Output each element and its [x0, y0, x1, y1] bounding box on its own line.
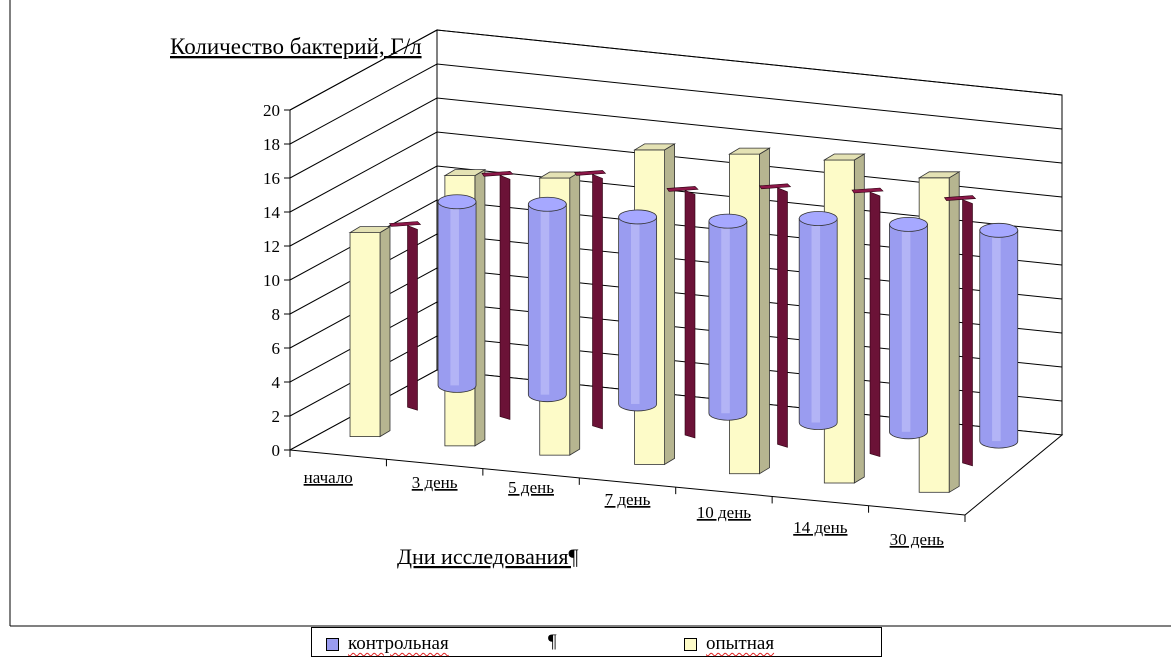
bar-experimental-top: [348, 226, 392, 234]
bar-experimental-side: [664, 143, 675, 466]
y-tick-label: 20: [263, 101, 280, 120]
y-tick-label: 4: [272, 373, 281, 392]
bar-control-highlight: [540, 204, 550, 395]
bar-experimental-side: [379, 225, 391, 438]
bar-experimental: [349, 232, 381, 437]
bar-series2-top: [851, 187, 884, 194]
bar-control: [979, 222, 1019, 449]
bar-experimental-side: [948, 171, 960, 494]
bar-control: [889, 217, 928, 440]
bar-experimental: [918, 177, 950, 493]
bar-control-top: [889, 217, 928, 232]
y-tick-label: 16: [263, 169, 280, 188]
bar-control: [798, 211, 838, 430]
bar-control: [708, 213, 748, 421]
x-tick-label: 3 день: [412, 473, 458, 492]
chart-legend: контрольная ¶ опытная: [311, 627, 882, 657]
chart-title: Количество бактерий, Г/л: [170, 34, 422, 59]
bar-series2: [592, 173, 603, 430]
bar-control: [437, 194, 477, 393]
x-tick-label: 30 день: [890, 530, 945, 549]
legend-item-control: контрольная: [326, 633, 449, 655]
x-tick-label: 5 день: [508, 478, 554, 497]
bar-experimental-side: [569, 171, 581, 456]
legend-pilcrow: ¶: [548, 631, 557, 652]
bar-series2: [962, 199, 973, 467]
x-tick-label: начало: [304, 468, 353, 487]
bar-series2-top: [481, 170, 514, 177]
bar-series2: [869, 191, 881, 458]
bar-series2-top: [666, 186, 699, 192]
bar-experimental-top: [917, 171, 961, 179]
legend-label-experimental: опытная: [706, 633, 775, 654]
bar-experimental-side: [853, 153, 865, 484]
bar-control-highlight: [992, 230, 1001, 442]
y-tick-label: 0: [272, 441, 281, 460]
bar-experimental-side: [759, 147, 770, 475]
gridline: [289, 29, 1063, 111]
gridline: [289, 97, 1063, 179]
legend-label-control: контрольная: [348, 633, 449, 654]
y-tick-label: 2: [272, 407, 281, 426]
bar-series2-top: [573, 170, 607, 176]
bar-series2: [407, 225, 418, 411]
bar-control-highlight: [630, 216, 640, 404]
bar-experimental-top: [728, 147, 771, 155]
bar-experimental-top: [633, 143, 677, 151]
legend-item-experimental: опытная: [684, 633, 774, 655]
bar-control: [618, 209, 658, 412]
x-tick-label: 7 день: [605, 490, 651, 509]
bar-control-highlight: [721, 221, 730, 414]
legend-swatch-control: [326, 637, 339, 651]
bar-control-highlight: [450, 201, 459, 386]
bar-control-top: [979, 222, 1019, 238]
x-tick-label: 10 день: [697, 503, 752, 522]
x-tick-label: 14 день: [793, 518, 848, 537]
chart-axis-ticks: 0 2 4 6 8 10 12 14 16 18 20 начало 3 день 5 день 7 ден…: [263, 101, 966, 549]
y-tick-label: 12: [263, 237, 280, 256]
legend-swatch-experimental: [684, 637, 697, 651]
bar-control-highlight: [901, 224, 911, 432]
bar-series2: [684, 189, 696, 439]
x-axis-title: Дни исследования¶: [397, 544, 579, 569]
bar-control-top: [437, 194, 477, 210]
bar-series2-top: [388, 221, 422, 227]
y-tick-label: 14: [263, 203, 281, 222]
bar-series2: [499, 174, 511, 420]
y-tick-label: 8: [272, 305, 281, 324]
bar-series2-top: [943, 195, 977, 201]
bar-experimental-top: [822, 153, 866, 161]
bar-control-top: [527, 196, 567, 212]
bar-control: [527, 196, 567, 403]
gridline: [289, 63, 1063, 145]
bar-control-top: [618, 209, 658, 225]
y-tick-label: 6: [272, 339, 281, 358]
bar-series2-top: [758, 183, 792, 190]
bar-control-highlight: [811, 218, 821, 423]
bar-experimental-top: [443, 169, 487, 177]
y-tick-label: 10: [263, 271, 280, 290]
bar-control-top: [798, 211, 838, 226]
bar-series2: [777, 187, 788, 448]
bar-control-top: [708, 213, 748, 229]
chart-bars: [348, 143, 1019, 494]
y-tick-label: 18: [263, 135, 280, 154]
